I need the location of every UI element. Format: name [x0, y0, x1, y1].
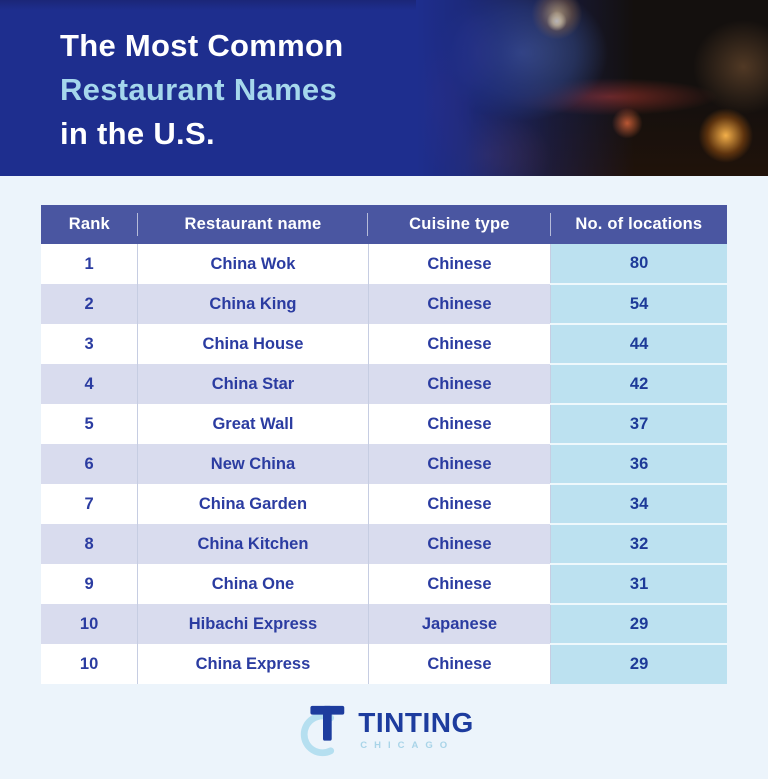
table-row: 5 Great Wall Chinese 37: [41, 404, 727, 445]
locations-cell: 37: [550, 404, 727, 445]
restaurant-name-cell: China Wok: [137, 244, 369, 284]
table-row: 7 China Garden Chinese 34: [41, 484, 727, 525]
locations-cell: 34: [550, 484, 727, 525]
restaurant-name-cell: China One: [137, 564, 369, 604]
tinting-chicago-logo-icon: [301, 705, 345, 757]
brand-logo: TINTING CHICAGO: [294, 700, 474, 762]
table-row: 6 New China Chinese 36: [41, 444, 727, 485]
table-row: 3 China House Chinese 44: [41, 324, 727, 365]
locations-cell: 32: [550, 524, 727, 565]
restaurant-name-cell: China Kitchen: [137, 524, 369, 564]
locations-cell: 42: [550, 364, 727, 405]
cuisine-type-cell: Chinese: [368, 284, 552, 324]
brand-subtitle: CHICAGO: [360, 740, 455, 751]
restaurant-name-cell: China Express: [137, 644, 369, 684]
column-header-cuisine-type: Cuisine type: [368, 205, 552, 244]
table-row: 10 Hibachi Express Japanese 29: [41, 604, 727, 645]
cuisine-type-cell: Chinese: [368, 564, 552, 604]
rankings-table: Rank Restaurant name Cuisine type No. of…: [41, 205, 727, 684]
title-line-3: in the U.S.: [60, 116, 215, 151]
header-banner: The Most Common Restaurant Names in the …: [0, 0, 768, 176]
cuisine-type-cell: Chinese: [368, 444, 552, 484]
table-body: 1 China Wok Chinese 80 2 China King Chin…: [41, 244, 727, 684]
restaurant-name-cell: China Star: [137, 364, 369, 404]
cuisine-type-cell: Chinese: [368, 404, 552, 444]
column-header-restaurant-name: Restaurant name: [137, 205, 369, 244]
locations-cell: 31: [550, 564, 727, 605]
table-header: Rank Restaurant name Cuisine type No. of…: [41, 205, 727, 244]
locations-cell: 54: [550, 284, 727, 325]
table-row: 2 China King Chinese 54: [41, 284, 727, 325]
cuisine-type-cell: Chinese: [368, 484, 552, 524]
brand-name: TINTING: [358, 707, 474, 738]
column-header-locations: No. of locations: [550, 205, 727, 244]
rank-cell: 8: [41, 524, 139, 564]
restaurant-name-cell: China Garden: [137, 484, 369, 524]
title-line-1: The Most Common: [60, 28, 344, 63]
restaurant-name-cell: New China: [137, 444, 369, 484]
rank-cell: 4: [41, 364, 139, 404]
cuisine-type-cell: Chinese: [368, 524, 552, 564]
table-row: 8 China Kitchen Chinese 32: [41, 524, 727, 565]
table-row: 1 China Wok Chinese 80: [41, 244, 727, 285]
locations-cell: 36: [550, 444, 727, 485]
table-row: 10 China Express Chinese 29: [41, 644, 727, 684]
rank-cell: 5: [41, 404, 139, 444]
page-title: The Most Common Restaurant Names in the …: [60, 24, 344, 156]
table-row: 9 China One Chinese 31: [41, 564, 727, 605]
logo-c-arc: [301, 712, 335, 757]
restaurant-name-cell: Great Wall: [137, 404, 369, 444]
rank-cell: 10: [41, 604, 139, 644]
locations-cell: 29: [550, 604, 727, 645]
logo-t-stem: [323, 705, 332, 741]
rank-cell: 1: [41, 244, 139, 284]
cuisine-type-cell: Chinese: [368, 644, 552, 684]
locations-cell: 29: [550, 644, 727, 684]
cuisine-type-cell: Japanese: [368, 604, 552, 644]
rank-cell: 3: [41, 324, 139, 364]
restaurant-name-cell: Hibachi Express: [137, 604, 369, 644]
locations-cell: 80: [550, 244, 727, 285]
restaurant-name-cell: China House: [137, 324, 369, 364]
column-header-rank: Rank: [41, 205, 138, 244]
rank-cell: 9: [41, 564, 139, 604]
table-row: 4 China Star Chinese 42: [41, 364, 727, 405]
cuisine-type-cell: Chinese: [368, 324, 552, 364]
rank-cell: 2: [41, 284, 139, 324]
brand-text: TINTING CHICAGO: [358, 707, 474, 752]
rankings-table-container: Rank Restaurant name Cuisine type No. of…: [41, 205, 727, 684]
rank-cell: 6: [41, 444, 139, 484]
footer: TINTING CHICAGO: [0, 700, 768, 762]
locations-cell: 44: [550, 324, 727, 365]
cuisine-type-cell: Chinese: [368, 364, 552, 404]
cuisine-type-cell: Chinese: [368, 244, 552, 284]
rank-cell: 10: [41, 644, 139, 684]
restaurant-name-cell: China King: [137, 284, 369, 324]
rank-cell: 7: [41, 484, 139, 524]
table-header-row: Rank Restaurant name Cuisine type No. of…: [41, 205, 727, 244]
restaurant-photo: [416, 0, 768, 176]
title-line-2: Restaurant Names: [60, 72, 338, 107]
